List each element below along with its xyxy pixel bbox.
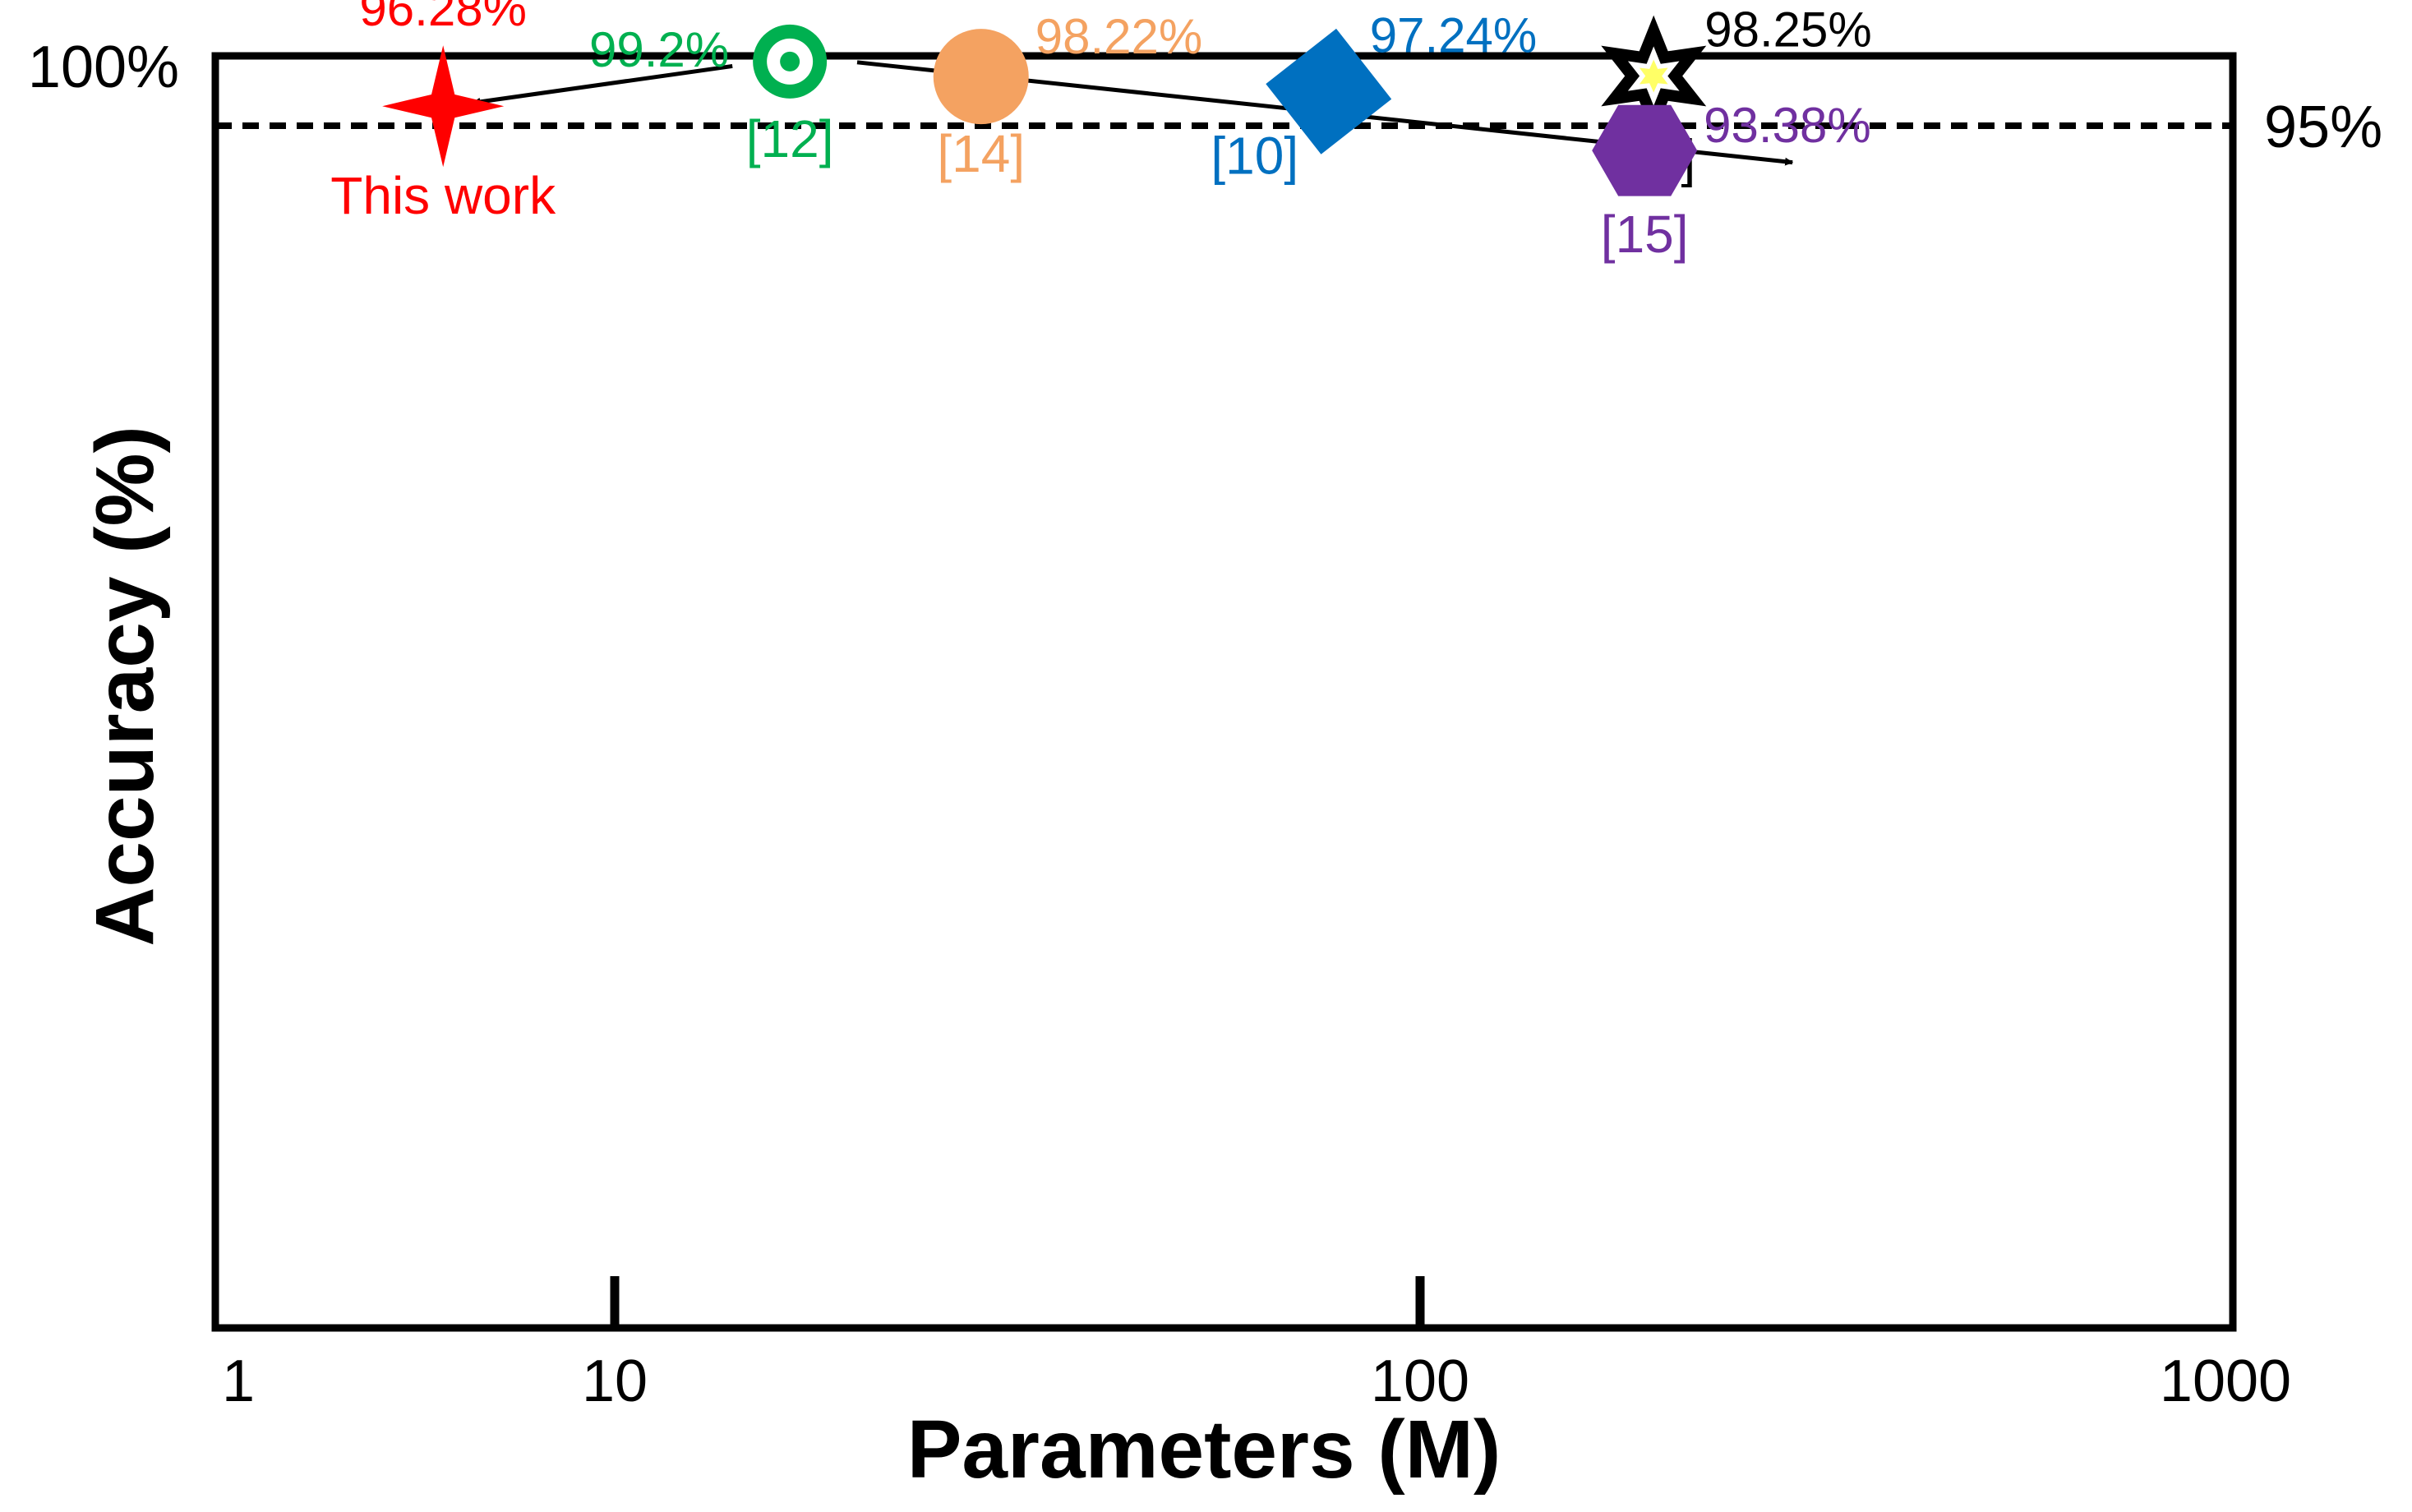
y-tick-label: 100% bbox=[28, 35, 179, 100]
value-label-this-work: 96.28% bbox=[359, 0, 527, 36]
plot-frame bbox=[211, 52, 2237, 1332]
x-tick-label: 100 bbox=[1371, 1348, 1469, 1414]
marker-ref-15 bbox=[1592, 104, 1698, 196]
marker-ring-dot bbox=[780, 51, 800, 71]
y-axis-title: Accuracy (%) bbox=[79, 426, 171, 947]
x-tick-label: 1 bbox=[222, 1348, 255, 1414]
value-label-ref-14: 98.22% bbox=[1035, 9, 1203, 64]
marker-this-work bbox=[382, 45, 505, 168]
value-label-ref-11: 98.25% bbox=[1704, 2, 1872, 58]
ref-label-ref-15: [15] bbox=[1601, 205, 1689, 264]
data-points: 96.28% This work 99.2% [12] 98.22% [14] 97.24%… bbox=[330, 0, 1871, 264]
ref-label-ref-10: [10] bbox=[1211, 126, 1298, 185]
x-axis-title: Parameters (M) bbox=[907, 1404, 1501, 1496]
point-ref-15: 93.38% [15] bbox=[1592, 98, 1871, 264]
value-label-ref-12: 99.2% bbox=[589, 22, 729, 77]
ref-label-ref-14: [14] bbox=[937, 124, 1025, 183]
value-label-ref-15: 93.38% bbox=[1704, 98, 1871, 153]
marker-star-center bbox=[1639, 59, 1668, 93]
x-tick-label: 10 bbox=[582, 1348, 648, 1414]
threshold-label: 95% bbox=[2264, 94, 2382, 160]
point-this-work: 96.28% This work bbox=[330, 0, 556, 225]
point-ref-10: 97.24% [10] bbox=[1211, 7, 1537, 185]
trend-arrow bbox=[472, 63, 733, 106]
point-ref-14: 98.22% [14] bbox=[933, 9, 1203, 183]
ref-label-ref-12: [12] bbox=[746, 109, 834, 168]
marker-ref-14 bbox=[933, 29, 1029, 125]
x-ticks: 1 10 100 1000 bbox=[222, 1276, 2291, 1414]
point-ref-12: 99.2% [12] bbox=[589, 22, 834, 168]
x-tick-label: 1000 bbox=[2160, 1348, 2291, 1414]
marker-ref-10 bbox=[1266, 28, 1392, 154]
ref-label-this-work: This work bbox=[330, 166, 556, 225]
value-label-ref-10: 97.24% bbox=[1370, 7, 1538, 62]
